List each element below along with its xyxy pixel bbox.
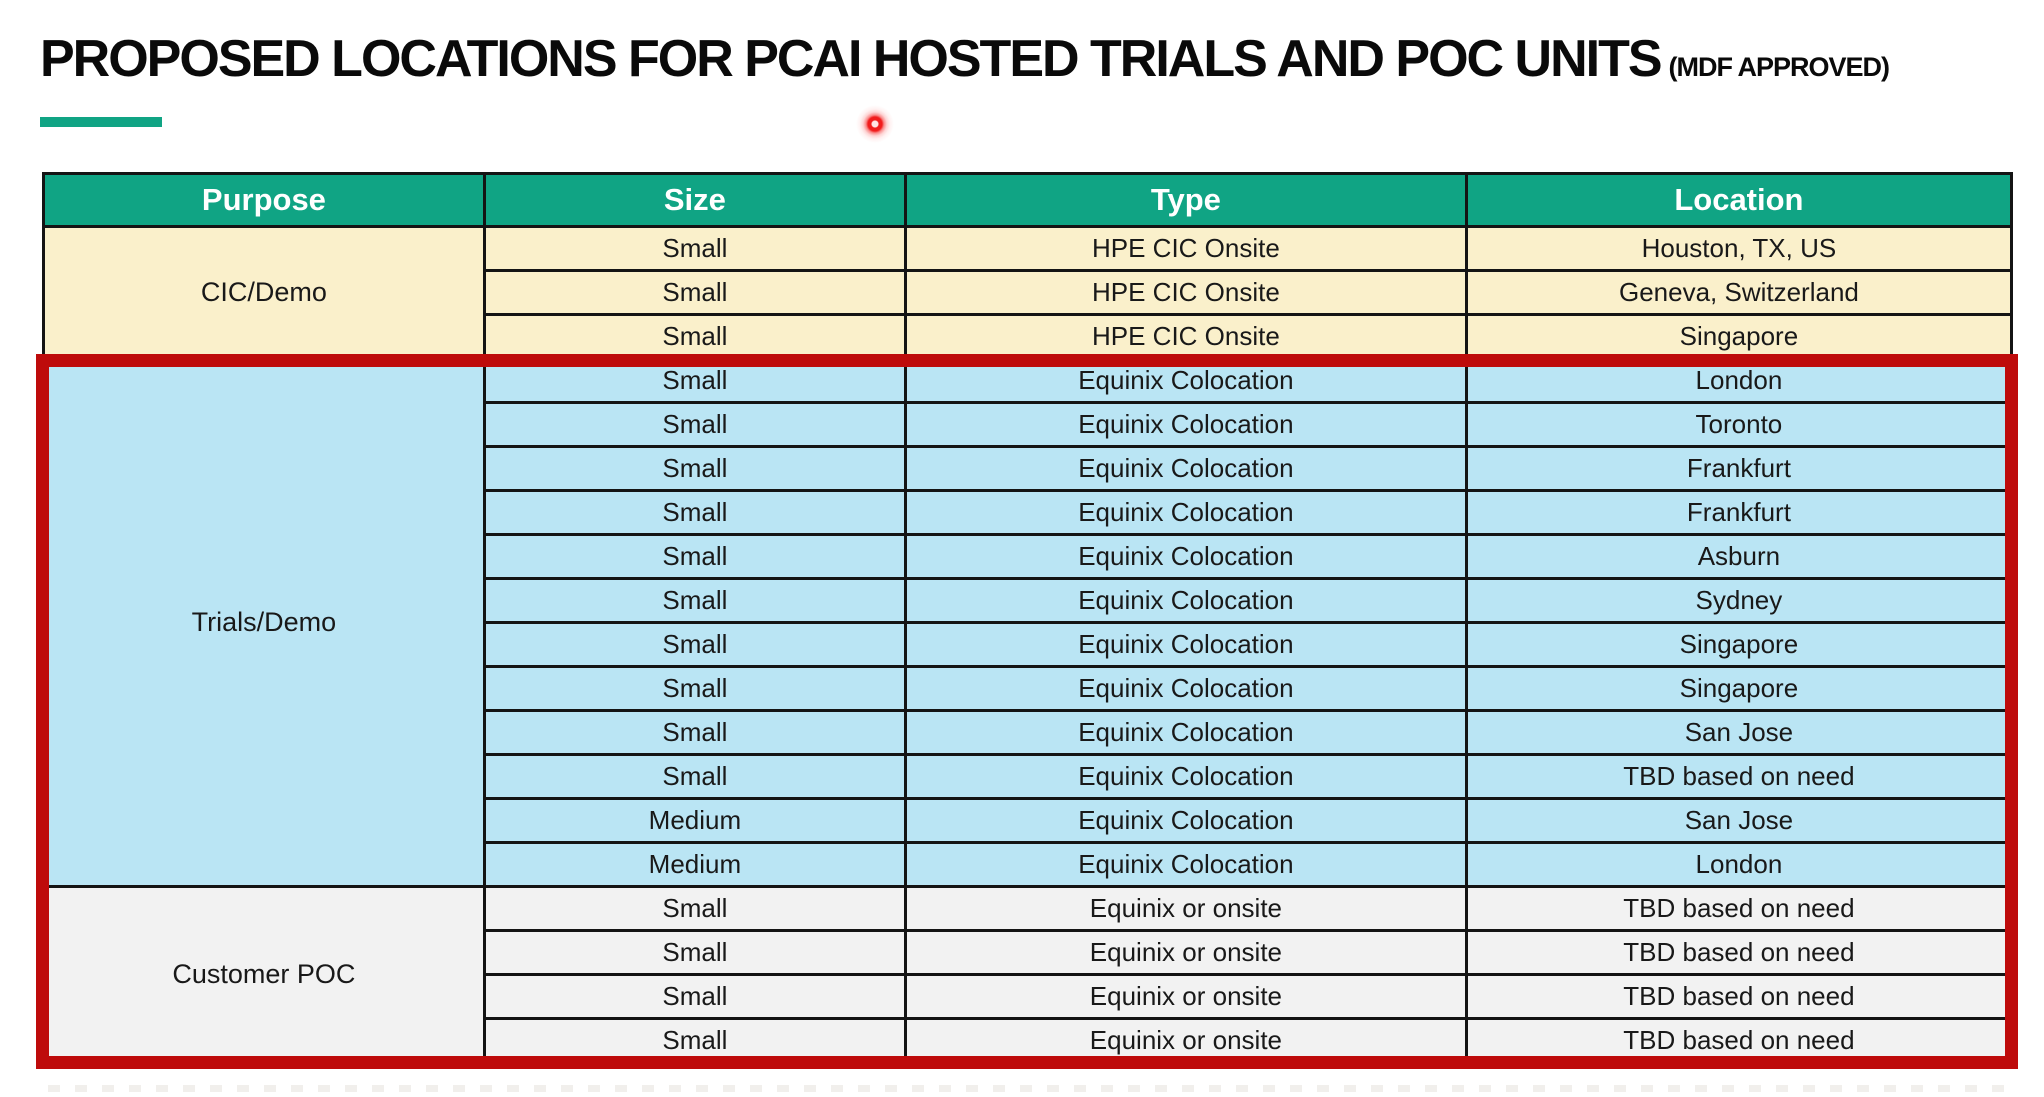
cell-location: TBD based on need — [1464, 973, 2014, 1020]
cell-location: Singapore — [1464, 313, 2014, 360]
table-row: Small Equinix Colocation Asburn — [44, 533, 2014, 580]
cell-location: San Jose — [1464, 797, 2014, 844]
purpose-cell-cic-demo: CIC/Demo — [42, 225, 486, 360]
table-row: Small HPE CIC Onsite Singapore — [44, 313, 2014, 360]
table-row: Small Equinix or onsite TBD based on need — [44, 973, 2014, 1020]
purpose-cell-customer-poc: Customer POC — [42, 885, 486, 1064]
bottom-dashed-line — [48, 1085, 2010, 1092]
title-underline-bar — [40, 117, 162, 127]
cell-size: Small — [482, 753, 907, 800]
cell-size: Small — [482, 577, 907, 624]
cell-type: Equinix or onsite — [903, 885, 1468, 932]
table-row: Small Equinix Colocation Frankfurt — [44, 445, 2014, 492]
page-title: PROPOSED LOCATIONS FOR PCAI HOSTED TRIAL… — [40, 26, 1890, 94]
column-header-purpose: Purpose — [42, 172, 486, 228]
column-header-location: Location — [1464, 172, 2014, 228]
cell-location: Singapore — [1464, 621, 2014, 668]
cell-size: Medium — [482, 797, 907, 844]
cell-size: Small — [482, 1017, 907, 1064]
cell-type: Equinix Colocation — [903, 577, 1468, 624]
table-row: Trials/Demo Small Equinix Colocation London — [42, 357, 2014, 888]
cell-size: Small — [482, 709, 907, 756]
locations-table: Purpose Size Type Location CIC/Demo Small… — [42, 172, 2014, 1064]
table-row: Small Equinix Colocation Toronto — [44, 401, 2014, 448]
cell-location: Singapore — [1464, 665, 2014, 712]
table-row: Medium Equinix Colocation San Jose — [44, 797, 2014, 844]
cell-size: Small — [482, 885, 907, 932]
table-body: CIC/Demo Small HPE CIC Onsite Houston, TX, … — [42, 225, 2014, 1064]
column-header-size: Size — [482, 172, 907, 228]
cell-size: Small — [482, 445, 907, 492]
cell-type: Equinix Colocation — [903, 533, 1468, 580]
cell-type: Equinix Colocation — [903, 357, 1468, 404]
cell-type: HPE CIC Onsite — [903, 269, 1468, 316]
table-row: Medium Equinix Colocation London — [44, 841, 2014, 888]
cell-size: Small — [482, 621, 907, 668]
laser-pointer-dot — [856, 105, 894, 143]
cell-type: Equinix Colocation — [903, 665, 1468, 712]
cell-location: Geneva, Switzerland — [1464, 269, 2014, 316]
cell-location: TBD based on need — [1464, 885, 2014, 932]
table-row: Small Equinix Colocation Singapore — [44, 665, 2014, 712]
cell-location: TBD based on need — [1464, 929, 2014, 976]
table-row: CIC/Demo Small HPE CIC Onsite Houston, TX, … — [42, 225, 2014, 360]
cell-size: Small — [482, 313, 907, 360]
cell-location: Houston, TX, US — [1464, 225, 2014, 272]
cell-location: Frankfurt — [1464, 445, 2014, 492]
table-header-row: Purpose Size Type Location — [42, 172, 2014, 228]
cell-type: Equinix Colocation — [903, 753, 1468, 800]
cell-size: Small — [482, 269, 907, 316]
table-row: Small Equinix Colocation Singapore — [44, 621, 2014, 668]
cell-size: Medium — [482, 841, 907, 888]
table-row: Small Equinix or onsite TBD based on need — [44, 929, 2014, 976]
cell-type: Equinix Colocation — [903, 401, 1468, 448]
cell-location: Frankfurt — [1464, 489, 2014, 536]
cell-type: Equinix Colocation — [903, 797, 1468, 844]
cell-location: Toronto — [1464, 401, 2014, 448]
table-row: Small Equinix Colocation Frankfurt — [44, 489, 2014, 536]
cell-size: Small — [482, 533, 907, 580]
cell-size: Small — [482, 357, 907, 404]
cell-type: Equinix or onsite — [903, 929, 1468, 976]
cell-location: London — [1464, 357, 2014, 404]
cell-type: HPE CIC Onsite — [903, 225, 1468, 272]
cell-size: Small — [482, 225, 907, 272]
cell-location: London — [1464, 841, 2014, 888]
page-title-main: PROPOSED LOCATIONS FOR PCAI HOSTED TRIAL… — [40, 30, 1663, 88]
purpose-cell-trials-demo: Trials/Demo — [42, 357, 486, 888]
cell-type: Equinix or onsite — [903, 1017, 1468, 1064]
table-row: Small Equinix Colocation Sydney — [44, 577, 2014, 624]
column-header-type: Type — [903, 172, 1468, 228]
cell-location: Sydney — [1464, 577, 2014, 624]
cell-type: Equinix Colocation — [903, 621, 1468, 668]
cell-location: TBD based on need — [1464, 1017, 2014, 1064]
cell-size: Small — [482, 973, 907, 1020]
cell-location: Asburn — [1464, 533, 2014, 580]
cell-type: Equinix Colocation — [903, 841, 1468, 888]
cell-size: Small — [482, 665, 907, 712]
cell-location: TBD based on need — [1464, 753, 2014, 800]
cell-size: Small — [482, 929, 907, 976]
table-row: Customer POC Small Equinix or onsite TBD ba… — [42, 885, 2014, 1064]
cell-size: Small — [482, 489, 907, 536]
table-row: Small HPE CIC Onsite Geneva, Switzerland — [44, 269, 2014, 316]
cell-type: Equinix Colocation — [903, 709, 1468, 756]
cell-type: Equinix or onsite — [903, 973, 1468, 1020]
cell-type: HPE CIC Onsite — [903, 313, 1468, 360]
cell-type: Equinix Colocation — [903, 445, 1468, 492]
table-row: Small Equinix Colocation San Jose — [44, 709, 2014, 756]
cell-type: Equinix Colocation — [903, 489, 1468, 536]
page-title-suffix: (MDF APPROVED) — [1668, 52, 1890, 82]
table-row: Small Equinix Colocation TBD based on need — [44, 753, 2014, 800]
cell-location: San Jose — [1464, 709, 2014, 756]
cell-size: Small — [482, 401, 907, 448]
